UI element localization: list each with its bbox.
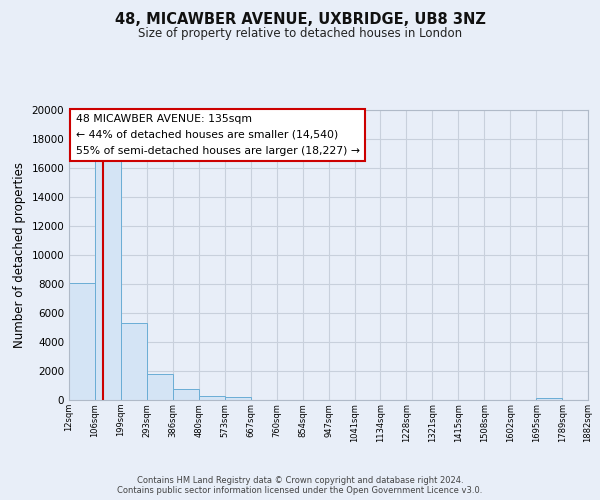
- Bar: [147, 374, 173, 400]
- Bar: [224, 397, 251, 400]
- Text: Size of property relative to detached houses in London: Size of property relative to detached ho…: [138, 28, 462, 40]
- Text: Contains HM Land Registry data © Crown copyright and database right 2024.: Contains HM Land Registry data © Crown c…: [137, 476, 463, 485]
- Y-axis label: Number of detached properties: Number of detached properties: [13, 162, 26, 348]
- Bar: [536, 398, 562, 400]
- Text: Contains public sector information licensed under the Open Government Licence v3: Contains public sector information licen…: [118, 486, 482, 495]
- Bar: [121, 323, 147, 400]
- Text: 48 MICAWBER AVENUE: 135sqm
← 44% of detached houses are smaller (14,540)
55% of : 48 MICAWBER AVENUE: 135sqm ← 44% of deta…: [76, 114, 360, 156]
- Bar: [173, 389, 199, 400]
- Bar: [199, 396, 224, 400]
- Bar: [95, 161, 121, 400]
- Bar: [69, 282, 95, 400]
- Text: 48, MICAWBER AVENUE, UXBRIDGE, UB8 3NZ: 48, MICAWBER AVENUE, UXBRIDGE, UB8 3NZ: [115, 12, 485, 28]
